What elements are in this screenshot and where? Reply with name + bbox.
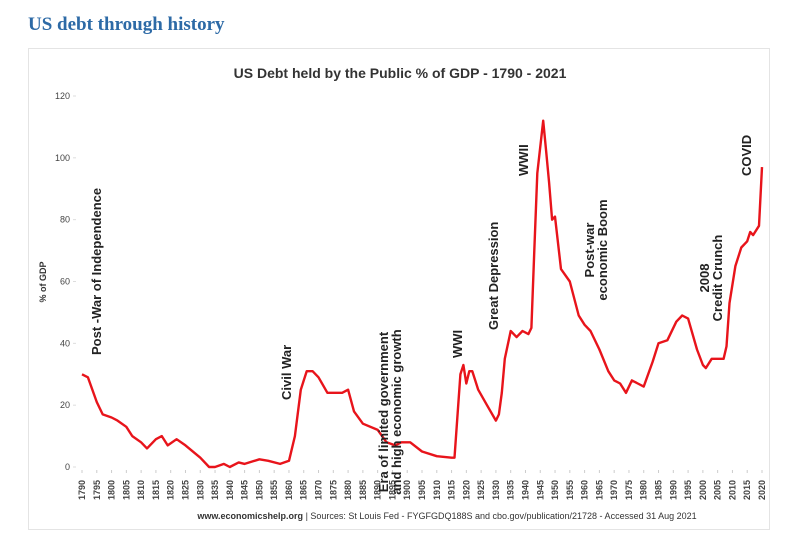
x-tick-label: 1880 <box>343 480 353 500</box>
x-tick-label: 1945 <box>535 480 545 500</box>
x-tick-label: 1805 <box>121 480 131 500</box>
x-tick-label: 1925 <box>476 480 486 500</box>
x-tick-label: 1860 <box>284 480 294 500</box>
y-tick-label: 100 <box>55 153 70 163</box>
x-tick-label: 1855 <box>269 480 279 500</box>
y-tick-label: 120 <box>55 91 70 101</box>
source: www.economicshelp.org | Sources: St Loui… <box>196 511 696 521</box>
x-tick-label: 1915 <box>447 480 457 500</box>
x-tick-label: 1885 <box>358 480 368 500</box>
x-tick-label: 1795 <box>92 480 102 500</box>
x-tick-label: 1950 <box>550 480 560 500</box>
y-tick-label: 20 <box>60 400 70 410</box>
x-tick-label: 1800 <box>107 480 117 500</box>
x-tick-label: 1970 <box>609 480 619 500</box>
x-tick-label: 1865 <box>299 480 309 500</box>
x-tick-label: 1990 <box>668 480 678 500</box>
chart-frame <box>28 48 770 530</box>
x-tick-label: 2010 <box>727 480 737 500</box>
x-tick-label: 1935 <box>506 480 516 500</box>
chart-title: US Debt held by the Public % of GDP - 17… <box>234 65 567 81</box>
x-tick-label: 2015 <box>742 480 752 500</box>
x-tick-label: 1810 <box>136 480 146 500</box>
source-site: www.economicshelp.org <box>196 511 303 521</box>
annotation: Credit Crunch <box>710 235 725 322</box>
x-tick-label: 1870 <box>314 480 324 500</box>
annotation: and high economic growth <box>389 329 404 494</box>
x-tick-label: 1825 <box>180 480 190 500</box>
x-tick-label: 1980 <box>639 480 649 500</box>
x-tick-label: 1895 <box>387 480 397 500</box>
x-tick-label: 1995 <box>683 480 693 500</box>
annotation: Civil War <box>279 345 294 400</box>
x-tick-label: 1960 <box>580 480 590 500</box>
x-tick-label: 1850 <box>254 480 264 500</box>
x-tick-label: 1920 <box>461 480 471 500</box>
annotation: WWII <box>516 144 531 176</box>
annotation: Great Depression <box>486 222 501 330</box>
x-tick-label: 2000 <box>698 480 708 500</box>
x-tick-label: 1900 <box>402 480 412 500</box>
x-tick-label: 1910 <box>432 480 442 500</box>
annotation: Post -War of Independence <box>89 188 104 355</box>
annotation: economic Boom <box>595 199 610 300</box>
x-tick-label: 1875 <box>328 480 338 500</box>
x-tick-label: 1975 <box>624 480 634 500</box>
x-tick-label: 1815 <box>151 480 161 500</box>
annotation: COVID <box>739 135 754 176</box>
x-tick-label: 2020 <box>757 480 767 500</box>
source-text: | Sources: St Louis Fed - FYGFGDQ188S an… <box>306 511 697 521</box>
x-tick-label: 1840 <box>225 480 235 500</box>
data-line <box>81 119 764 469</box>
y-tick-label: 80 <box>60 215 70 225</box>
annotation: WWI <box>450 330 465 358</box>
x-tick-label: 1830 <box>195 480 205 500</box>
annotation: 2008 <box>697 264 712 293</box>
x-tick-label: 1820 <box>166 480 176 500</box>
x-tick-label: 1890 <box>373 480 383 500</box>
x-tick-label: 1940 <box>520 480 530 500</box>
x-tick-label: 1965 <box>594 480 604 500</box>
x-tick-label: 1790 <box>77 480 87 500</box>
x-tick-label: 1955 <box>565 480 575 500</box>
y-tick-label: 60 <box>60 277 70 287</box>
x-tick-label: 1905 <box>417 480 427 500</box>
y-tick-label: 0 <box>65 462 70 472</box>
page-title: US debt through history <box>28 14 225 35</box>
annotation: Era of limited government <box>376 331 391 492</box>
y-tick-label: 40 <box>60 338 70 348</box>
x-tick-label: 1985 <box>654 480 664 500</box>
annotation: Post-war <box>582 223 597 278</box>
x-tick-label: 2005 <box>713 480 723 500</box>
x-tick-label: 1930 <box>491 480 501 500</box>
y-axis-label: % of GDP <box>38 261 48 302</box>
x-tick-label: 1845 <box>240 480 250 500</box>
x-tick-label: 1835 <box>210 480 220 500</box>
